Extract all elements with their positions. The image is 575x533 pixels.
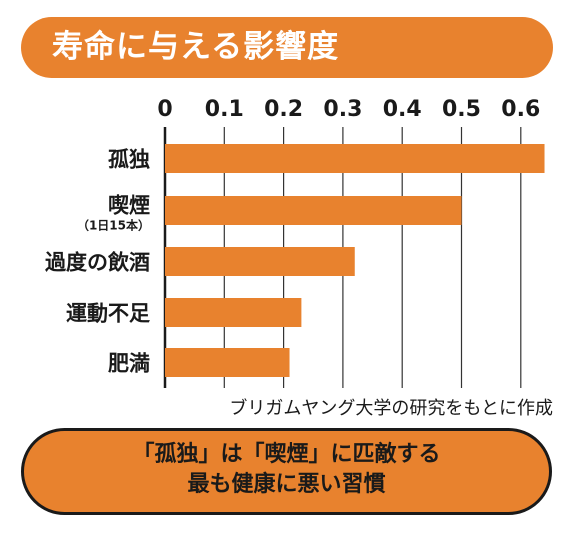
bar	[165, 196, 462, 225]
x-tick-label: 0.4	[383, 97, 422, 122]
chart-title: 寿命に与える影響度	[52, 29, 340, 65]
category-label: 過度の飲酒	[45, 251, 150, 275]
x-tick-label: 0.5	[442, 97, 481, 122]
x-tick-label: 0	[157, 97, 172, 122]
bar	[165, 298, 302, 327]
category-label: 喫煙	[108, 194, 150, 218]
bar	[165, 348, 290, 377]
x-tick-label: 0.1	[205, 97, 244, 122]
x-tick-label: 0.6	[501, 97, 540, 122]
x-tick-label: 0.3	[323, 97, 362, 122]
title-banner	[21, 17, 553, 78]
x-tick-label: 0.2	[264, 97, 303, 122]
source-note: ブリガムヤング大学の研究をもとに作成	[229, 398, 553, 419]
category-label: 肥満	[108, 352, 150, 376]
bar	[165, 144, 545, 173]
callout-banner: 「孤独」は「喫煙」に匹敵する 最も健康に悪い習慣	[21, 428, 552, 515]
bar	[165, 247, 355, 276]
category-label: 運動不足	[66, 302, 150, 326]
category-label: 孤独	[108, 148, 150, 172]
category-note: （1日15本）	[77, 218, 150, 233]
callout-line-2: 最も健康に悪い習慣	[187, 472, 386, 497]
callout-line-1: 「孤独」は「喫煙」に匹敵する	[132, 442, 441, 467]
